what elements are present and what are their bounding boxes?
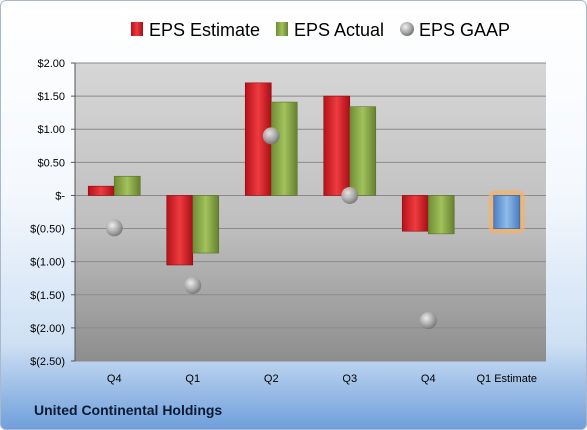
y-tick-label: $(0.50) — [30, 224, 65, 236]
bar-eps-actual — [192, 195, 220, 254]
marker-eps-gaap — [262, 127, 280, 145]
y-tick-label: $(1.00) — [30, 257, 65, 269]
x-tick-label: Q1 Estimate — [476, 373, 537, 385]
legend-label: EPS GAAP — [419, 20, 510, 40]
y-tick-label: $(1.50) — [30, 290, 65, 302]
legend-label: EPS Actual — [294, 20, 384, 40]
legend-swatch — [276, 22, 288, 36]
y-tick-label: $- — [55, 190, 65, 202]
bar-eps-estimate — [323, 95, 351, 196]
legend-label: EPS Estimate — [149, 20, 260, 40]
bar-eps-actual — [427, 195, 455, 235]
bar-eps-estimate — [87, 185, 115, 196]
legend-swatch — [400, 22, 414, 36]
y-tick-label: $(2.00) — [30, 323, 65, 335]
marker-eps-gaap — [419, 312, 437, 330]
bar-eps-actual — [349, 106, 377, 196]
x-tick-label: Q2 — [264, 373, 279, 385]
y-tick-label: $2.00 — [37, 58, 65, 70]
marker-eps-gaap — [184, 277, 202, 295]
y-tick-label: $1.50 — [37, 91, 65, 103]
bar-eps-estimate — [166, 195, 194, 266]
bar-eps-actual — [113, 175, 141, 196]
marker-eps-gaap — [341, 186, 359, 204]
x-tick-label: Q4 — [421, 373, 436, 385]
x-tick-label: Q1 — [185, 373, 200, 385]
bar-eps-estimate — [401, 195, 429, 232]
marker-eps-gaap — [105, 219, 123, 237]
legend-swatch — [131, 22, 143, 36]
plot-area — [75, 63, 546, 361]
bar-eps-estimate — [493, 195, 521, 229]
company-name: United Continental Holdings — [34, 402, 223, 418]
x-tick-label: Q4 — [107, 373, 122, 385]
y-tick-label: $(2.50) — [30, 356, 65, 368]
bar-eps-actual — [270, 101, 298, 196]
x-tick-label: Q3 — [342, 373, 357, 385]
y-tick-label: $0.50 — [37, 157, 65, 169]
y-tick-label: $1.00 — [37, 124, 65, 136]
